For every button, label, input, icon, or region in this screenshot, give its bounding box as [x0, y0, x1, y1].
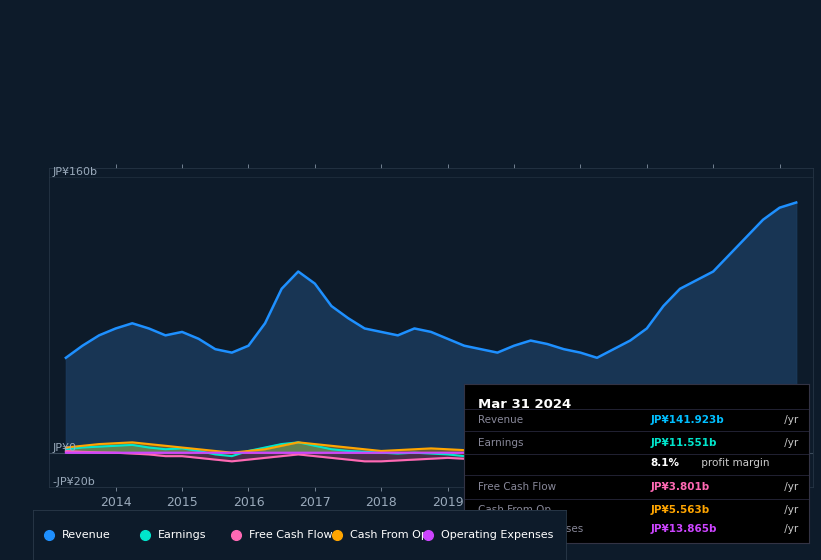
Text: JP¥0: JP¥0 — [53, 443, 76, 452]
Text: Free Cash Flow: Free Cash Flow — [249, 530, 333, 540]
Text: /yr: /yr — [781, 438, 798, 447]
Text: Earnings: Earnings — [478, 438, 523, 447]
Text: /yr: /yr — [781, 524, 798, 534]
Text: /yr: /yr — [781, 482, 798, 492]
Text: -JP¥20b: -JP¥20b — [53, 477, 95, 487]
Text: JP¥11.551b: JP¥11.551b — [650, 438, 717, 447]
Text: Operating Expenses: Operating Expenses — [441, 530, 553, 540]
Text: JP¥160b: JP¥160b — [53, 167, 98, 176]
Text: Cash From Op: Cash From Op — [478, 506, 551, 516]
Text: profit margin: profit margin — [699, 459, 770, 468]
Text: Revenue: Revenue — [62, 530, 111, 540]
Text: Revenue: Revenue — [478, 416, 523, 425]
Text: JP¥5.563b: JP¥5.563b — [650, 506, 709, 516]
Text: Mar 31 2024: Mar 31 2024 — [478, 398, 571, 411]
Text: /yr: /yr — [781, 416, 798, 425]
Text: 8.1%: 8.1% — [650, 459, 679, 468]
Text: JP¥13.865b: JP¥13.865b — [650, 524, 717, 534]
Text: Cash From Op: Cash From Op — [351, 530, 429, 540]
Text: Earnings: Earnings — [158, 530, 207, 540]
Text: /yr: /yr — [781, 506, 798, 516]
Text: JP¥3.801b: JP¥3.801b — [650, 482, 709, 492]
Text: Free Cash Flow: Free Cash Flow — [478, 482, 556, 492]
Text: JP¥141.923b: JP¥141.923b — [650, 416, 724, 425]
Text: Operating Expenses: Operating Expenses — [478, 524, 583, 534]
